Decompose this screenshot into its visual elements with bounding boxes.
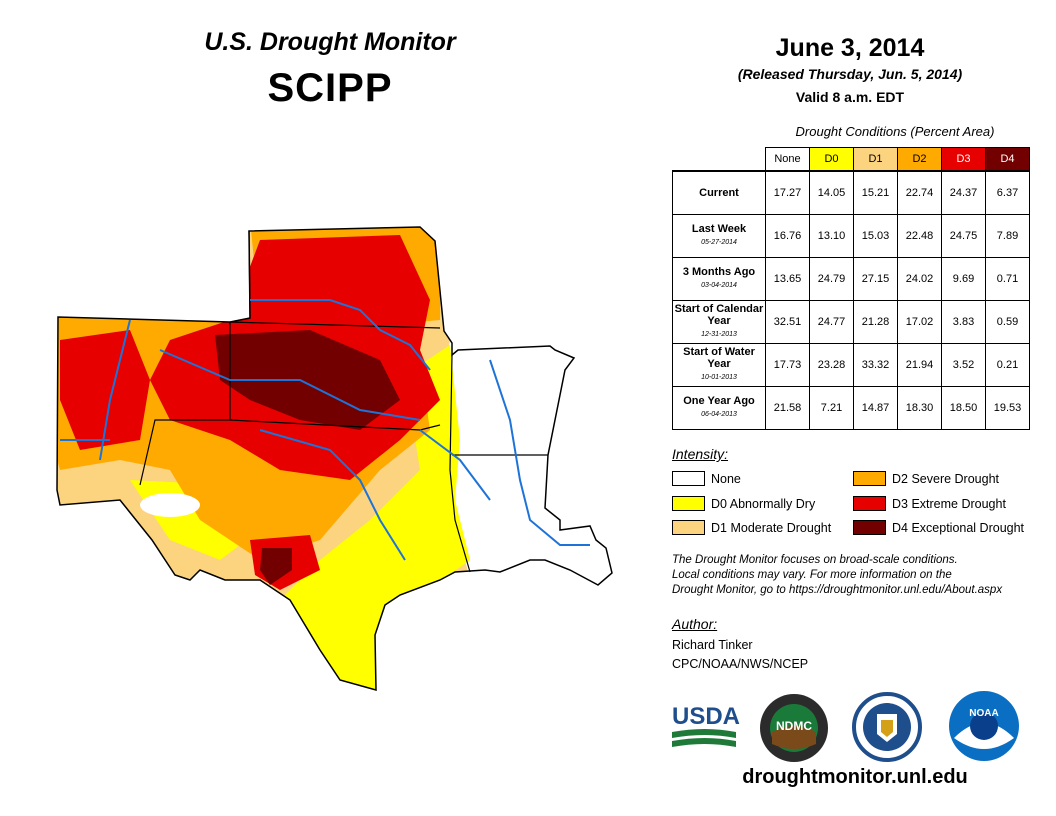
legend-item-d2: D2 Severe Drought [853, 471, 999, 486]
table-cell: 27.15 [853, 257, 898, 301]
table-row: Current 17.27 14.05 15.21 22.74 24.37 6.… [672, 170, 1030, 215]
table-cell: 7.21 [809, 386, 854, 430]
drought-stats-table: None D0 D1 D2 D3 D4 Current 17.27 14.05 … [672, 147, 1030, 430]
table-cell: 16.76 [765, 214, 810, 258]
table-cell: 0.59 [985, 300, 1030, 344]
table-cell: 14.87 [853, 386, 898, 430]
table-cell: 19.53 [985, 386, 1030, 430]
table-cell: 24.77 [809, 300, 854, 344]
drought-areas [57, 227, 612, 690]
svg-text:USDA: USDA [672, 703, 740, 730]
valid-time: Valid 8 a.m. EDT [795, 89, 905, 105]
map-title: U.S. Drought Monitor [204, 28, 456, 56]
row-label: Start of Water Year 10-01-2013 [672, 343, 766, 387]
noaa-logo-icon: NOAA [949, 691, 1019, 761]
table-cell: 0.71 [985, 257, 1030, 301]
website-url: droughtmonitor.unl.edu [742, 766, 968, 788]
legend-title: Intensity: [672, 446, 729, 462]
row-date: 03-04-2014 [701, 282, 737, 289]
author-name: Richard Tinker [672, 638, 753, 652]
ndmc-logo-icon: NDMC [760, 694, 828, 762]
legend-swatch [672, 496, 705, 511]
legend-item-d1: D1 Moderate Drought [672, 520, 831, 535]
drought-map [56, 226, 613, 691]
col-header: D1 [853, 147, 898, 172]
region-outline [56, 226, 613, 691]
legend-item-d4: D4 Exceptional Drought [853, 520, 1024, 535]
table-cell: 6.37 [985, 170, 1030, 215]
author-org: CPC/NOAA/NWS/NCEP [672, 657, 809, 671]
legend-swatch [672, 520, 705, 535]
table-cell: 15.03 [853, 214, 898, 258]
table-header-row: None D0 D1 D2 D3 D4 [673, 147, 1030, 172]
legend-item-d0: D0 Abnormally Dry [672, 496, 815, 511]
table-cell: 23.28 [809, 343, 854, 387]
col-header: D3 [941, 147, 986, 172]
col-header: None [765, 147, 810, 172]
legend-swatch [853, 471, 886, 486]
legend-swatch [853, 520, 886, 535]
row-date: 12-31-2013 [701, 331, 737, 338]
legend-swatch [853, 496, 886, 511]
col-header: D0 [809, 147, 854, 172]
table-cell: 21.28 [853, 300, 898, 344]
table-cell: 22.74 [897, 170, 942, 215]
table-cell: 21.94 [897, 343, 942, 387]
table-cell: 24.75 [941, 214, 986, 258]
row-label: Start of Calendar Year 12-31-2013 [672, 300, 766, 344]
table-cell: 3.83 [941, 300, 986, 344]
table-cell: 17.73 [765, 343, 810, 387]
table-caption: Drought Conditions (Percent Area) [795, 124, 995, 139]
row-label: One Year Ago 06-04-2013 [672, 386, 766, 430]
table-cell: 17.02 [897, 300, 942, 344]
table-row: Start of Water Year 10-01-2013 17.73 23.2… [672, 343, 1030, 387]
row-label: Last Week 05-27-2014 [672, 214, 766, 258]
svg-text:NOAA: NOAA [969, 708, 998, 719]
table-row: Last Week 05-27-2014 16.76 13.10 15.03 22… [672, 214, 1030, 258]
table-cell: 14.05 [809, 170, 854, 215]
row-label: Current [672, 170, 766, 215]
col-header: D4 [985, 147, 1030, 172]
legend-item-d3: D3 Extreme Drought [853, 496, 1006, 511]
row-date: 05-27-2014 [701, 239, 737, 246]
table-cell: 22.48 [897, 214, 942, 258]
table-cell: 21.58 [765, 386, 810, 430]
legend-item-none: None [672, 471, 741, 486]
table-cell: 15.21 [853, 170, 898, 215]
drought-note: The Drought Monitor focuses on broad-sca… [672, 554, 1003, 596]
table-cell: 18.30 [897, 386, 942, 430]
table-cell: 33.32 [853, 343, 898, 387]
svg-text:NDMC: NDMC [776, 719, 812, 733]
table-row: Start of Calendar Year 12-31-2013 32.51 2… [672, 300, 1030, 344]
col-header: D2 [897, 147, 942, 172]
table-row: One Year Ago 06-04-2013 21.58 7.21 14.87 … [672, 386, 1030, 430]
row-date: 10-01-2013 [701, 374, 737, 381]
region-name: SCIPP [267, 66, 393, 110]
author-title: Author: [672, 616, 718, 632]
map-date: June 3, 2014 [775, 34, 925, 62]
release-date: (Released Thursday, Jun. 5, 2014) [737, 66, 963, 82]
row-label: 3 Months Ago 03-04-2014 [672, 257, 766, 301]
legend-swatch [672, 471, 705, 486]
table-cell: 18.50 [941, 386, 986, 430]
rivers [60, 299, 590, 561]
table-cell: 7.89 [985, 214, 1030, 258]
table-cell: 13.65 [765, 257, 810, 301]
table-cell: 13.10 [809, 214, 854, 258]
table-cell: 9.69 [941, 257, 986, 301]
table-cell: 0.21 [985, 343, 1030, 387]
table-cell: 24.02 [897, 257, 942, 301]
table-row: 3 Months Ago 03-04-2014 13.65 24.79 27.15… [672, 257, 1030, 301]
commerce-seal-icon [852, 692, 922, 762]
table-cell: 24.37 [941, 170, 986, 215]
row-date: 06-04-2013 [701, 411, 737, 418]
table-cell: 3.52 [941, 343, 986, 387]
table-cell: 32.51 [765, 300, 810, 344]
usda-logo-icon: USDA [672, 703, 740, 747]
table-cell: 24.79 [809, 257, 854, 301]
table-cell: 17.27 [765, 170, 810, 215]
